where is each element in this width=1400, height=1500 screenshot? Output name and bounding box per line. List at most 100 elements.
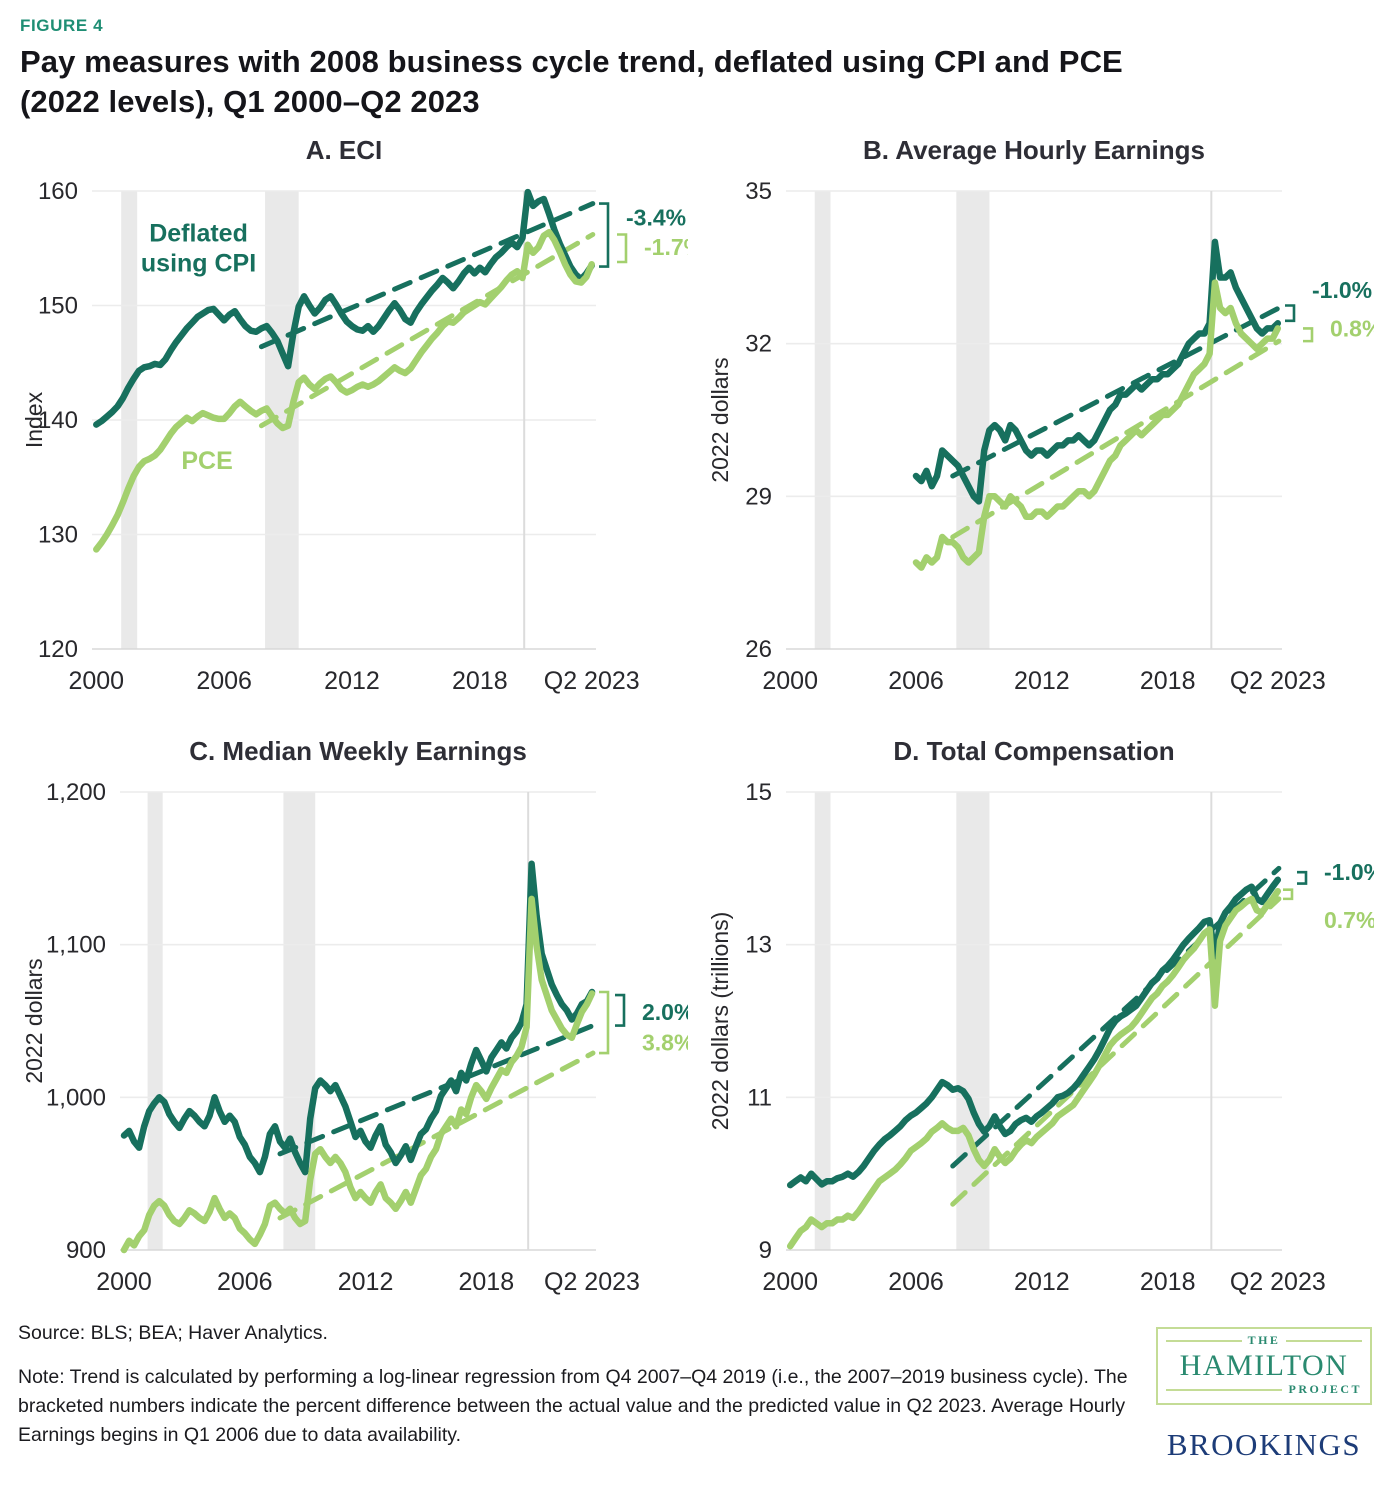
- y-axis-label: Index: [21, 392, 47, 449]
- series-line-cpi: [786, 876, 1282, 1189]
- y-tick-label: 26: [745, 636, 772, 663]
- y-axis-label: 2022 dollars: [707, 358, 733, 483]
- series-line-pce: [912, 279, 1282, 572]
- y-axis-label: 2022 dollars: [21, 959, 47, 1084]
- annotation-label-cpi: -1.0%: [1312, 278, 1372, 304]
- annotation-label-cpi: -1.0%: [1324, 859, 1374, 885]
- chart-d-total-compensation: 9 11 13 15 2000 2006 2012 2018 Q2 2023 2022 dolla…: [707, 736, 1374, 1296]
- y-tick-label: 160: [38, 178, 78, 205]
- series-line-pce: [120, 895, 596, 1254]
- series-line-pce: [786, 888, 1282, 1250]
- x-tick-label: Q2 2023: [544, 667, 640, 695]
- brookings-logo: BROOKINGS: [1166, 1427, 1362, 1463]
- y-axis-label: 2022 dollars (trillions): [707, 912, 733, 1131]
- trend-line-pce: [950, 896, 1282, 1208]
- x-tick-label: Q2 2023: [1230, 1268, 1326, 1296]
- y-tick-label: 15: [745, 779, 772, 806]
- trend-line-pce: [277, 1050, 596, 1221]
- x-tick-label: 2000: [762, 667, 818, 695]
- x-tick-label: 2012: [324, 667, 380, 695]
- annotation-label-pce: -1.7%: [644, 234, 688, 260]
- x-tick-label: 2018: [452, 667, 508, 695]
- x-tick-label: 2012: [338, 1268, 394, 1296]
- series-line-cpi: [912, 238, 1282, 505]
- x-tick-label: 2012: [1014, 667, 1070, 695]
- chart-c-median-weekly-earnings: 900 1,000 1,100 1,200 2000 2006 2012 2018 Q2 202…: [21, 736, 688, 1296]
- y-tick-label: 1,000: [46, 1085, 106, 1112]
- x-tick-label: 2018: [458, 1268, 514, 1296]
- charts-grid: 120 130 140 150 160 2000 2006 2012 2018 Q2 2023 In…: [18, 129, 1378, 1305]
- x-tick-label: 2012: [1014, 1268, 1070, 1296]
- series-line-cpi: [120, 860, 596, 1176]
- y-tick-label: 13: [745, 932, 772, 959]
- chart-b-average-hourly-earnings: 26 29 32 35 2000 2006 2012 2018 Q2 2023 2022 doll…: [707, 135, 1374, 695]
- trend-line-pce: [258, 232, 596, 429]
- chart-title: C. Median Weekly Earnings: [189, 736, 527, 766]
- series-line-pce: [93, 229, 595, 553]
- series-label-pce: PCE: [181, 448, 232, 476]
- series-label-cpi: Deflated: [149, 220, 248, 248]
- trend-line-cpi: [277, 1023, 596, 1157]
- annotation-bracket-cpi: [615, 994, 626, 1028]
- x-tick-label: 2000: [762, 1268, 818, 1296]
- hamilton-logo-the: THE: [1166, 1333, 1362, 1348]
- x-tick-label: 2006: [888, 1268, 944, 1296]
- y-tick-label: 9: [759, 1237, 772, 1264]
- chart-a-eci: 120 130 140 150 160 2000 2006 2012 2018 Q2 2023 In…: [21, 135, 688, 695]
- annotation-bracket-cpi: [1285, 304, 1296, 323]
- annotation-bracket-pce: [617, 233, 628, 264]
- trend-line-cpi: [950, 305, 1282, 479]
- y-tick-label: 29: [745, 484, 772, 511]
- recession-band: [956, 792, 990, 1251]
- annotation-label-cpi: -3.4%: [626, 205, 686, 231]
- hamilton-logo-project: PROJECT: [1166, 1382, 1362, 1397]
- trend-line-cpi: [258, 201, 596, 350]
- logos: THE HAMILTON PROJECT BROOKINGS: [1150, 1319, 1378, 1463]
- x-tick-label: 2018: [1140, 667, 1196, 695]
- hamilton-logo-the-text: THE: [1247, 1333, 1281, 1348]
- chart-title: B. Average Hourly Earnings: [863, 135, 1205, 165]
- figure-label: FIGURE 4: [20, 16, 104, 35]
- hamilton-logo-rule: [1286, 1339, 1362, 1342]
- x-tick-label: Q2 2023: [1230, 667, 1326, 695]
- annotation-bracket-pce: [1283, 888, 1294, 901]
- y-tick-label: 150: [38, 293, 78, 320]
- chart-title: D. Total Compensation: [893, 736, 1174, 766]
- y-tick-label: 1,100: [46, 932, 106, 959]
- annotation-bracket-cpi: [599, 202, 610, 269]
- y-tick-label: 130: [38, 522, 78, 549]
- series-label-cpi: using CPI: [141, 250, 256, 278]
- annotation-label-pce: 0.8%: [1330, 316, 1374, 342]
- figure-title: Pay measures with 2008 business cycle tr…: [20, 42, 1378, 121]
- x-tick-label: 2006: [888, 667, 944, 695]
- annotation-bracket-cpi: [1297, 871, 1308, 886]
- y-tick-label: 11: [747, 1085, 772, 1112]
- recession-band: [147, 792, 163, 1251]
- y-tick-label: 900: [66, 1237, 106, 1264]
- x-tick-label: 2018: [1140, 1268, 1196, 1296]
- x-tick-label: 2000: [96, 1268, 152, 1296]
- hamilton-logo-rule: [1166, 1339, 1242, 1342]
- y-tick-label: 1,200: [46, 779, 106, 806]
- figure-note: Note: Trend is calculated by performing …: [18, 1365, 1128, 1447]
- hamilton-logo-rule: [1166, 1388, 1283, 1391]
- figure-header: FIGURE 4 Pay measures with 2008 business…: [18, 16, 1378, 121]
- y-tick-label: 140: [38, 407, 78, 434]
- y-tick-label: 35: [745, 178, 772, 205]
- figure-footer: Source: BLS; BEA; Haver Analytics. Note:…: [18, 1319, 1378, 1464]
- recession-band: [956, 191, 990, 650]
- source-note: Source: BLS; BEA; Haver Analytics.: [18, 1322, 328, 1345]
- x-tick-label: 2006: [217, 1268, 273, 1296]
- x-tick-label: 2006: [196, 667, 252, 695]
- annotation-bracket-pce: [1303, 327, 1314, 343]
- footer-notes: Source: BLS; BEA; Haver Analytics. Note:…: [18, 1319, 1128, 1464]
- recession-band: [814, 792, 831, 1251]
- annotation-label-pce: 0.7%: [1324, 908, 1374, 934]
- x-tick-label: 2000: [68, 667, 124, 695]
- annotation-bracket-pce: [599, 991, 610, 1055]
- annotation-label-cpi: 2.0%: [642, 999, 688, 1025]
- hamilton-logo-name: HAMILTON: [1179, 1349, 1349, 1383]
- y-tick-label: 32: [745, 331, 772, 358]
- hamilton-logo-project-text: PROJECT: [1288, 1382, 1362, 1397]
- y-tick-label: 120: [38, 636, 78, 663]
